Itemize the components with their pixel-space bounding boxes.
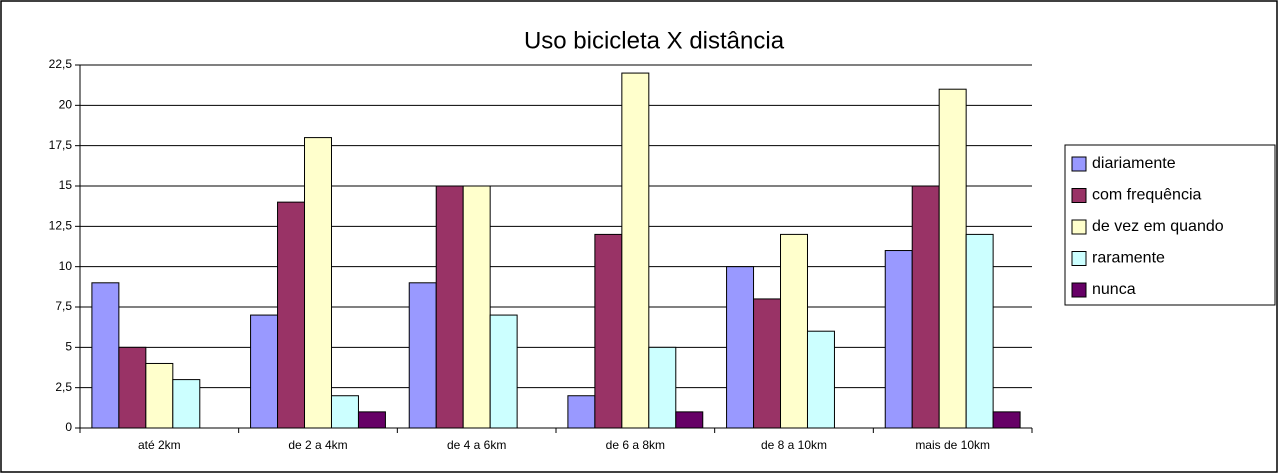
legend-swatch: [1071, 251, 1087, 266]
legend-swatch: [1071, 156, 1087, 172]
bar: [806, 330, 835, 429]
bar: [621, 72, 650, 429]
bar: [675, 411, 704, 429]
bar: [435, 185, 464, 429]
bar: [118, 346, 147, 429]
legend-swatch: [1071, 188, 1087, 203]
x-tick-label: de 4 a 6km: [447, 438, 506, 452]
chart-title: Uso bicicleta X distância: [524, 27, 785, 54]
legend-swatch: [1071, 219, 1087, 235]
bar: [594, 233, 623, 429]
x-tick-label: mais de 10km: [915, 438, 990, 452]
bar: [357, 411, 386, 429]
y-tick-label: 12,5: [49, 219, 73, 233]
bar: [911, 185, 940, 429]
bar: [304, 137, 332, 429]
legend-label: raramente: [1092, 250, 1165, 267]
bar: [172, 379, 201, 429]
bar: [753, 298, 782, 429]
legend-label: de vez em quando: [1092, 218, 1224, 235]
bar: [726, 266, 755, 429]
bar: [567, 395, 596, 429]
bar: [648, 346, 677, 429]
x-tick-label: de 8 a 10km: [761, 438, 827, 452]
legend-label: nunca: [1092, 281, 1136, 298]
y-tick-label: 0: [65, 420, 72, 434]
y-tick-label: 22,5: [49, 57, 73, 71]
legend-label: com frequência: [1092, 187, 1201, 204]
x-tick-label: de 6 a 8km: [606, 438, 665, 452]
legend-swatch: [1071, 282, 1087, 298]
x-tick-label: até 2km: [138, 438, 181, 452]
bar: [462, 185, 491, 429]
legend-box: [1064, 144, 1276, 306]
y-tick-label: 20: [59, 98, 73, 112]
y-tick-label: 15: [59, 178, 73, 192]
bar: [992, 411, 1021, 429]
bar: [91, 282, 120, 429]
bar: [938, 88, 967, 429]
y-tick-label: 7,5: [55, 299, 72, 313]
y-tick-label: 17,5: [49, 138, 73, 152]
x-tick-label: de 2 a 4km: [288, 438, 347, 452]
bar: [408, 282, 437, 429]
bar: [330, 395, 359, 429]
bar: [145, 362, 174, 429]
bar: [250, 314, 279, 429]
bar: [489, 314, 518, 429]
y-tick-label: 5: [65, 340, 72, 354]
bar: [277, 201, 306, 429]
bar: [780, 233, 808, 429]
y-tick-label: 2,5: [55, 380, 72, 394]
legend-label: diariamente: [1092, 155, 1176, 172]
bar: [965, 233, 994, 429]
y-tick-label: 10: [59, 259, 73, 273]
bar: [884, 250, 913, 429]
